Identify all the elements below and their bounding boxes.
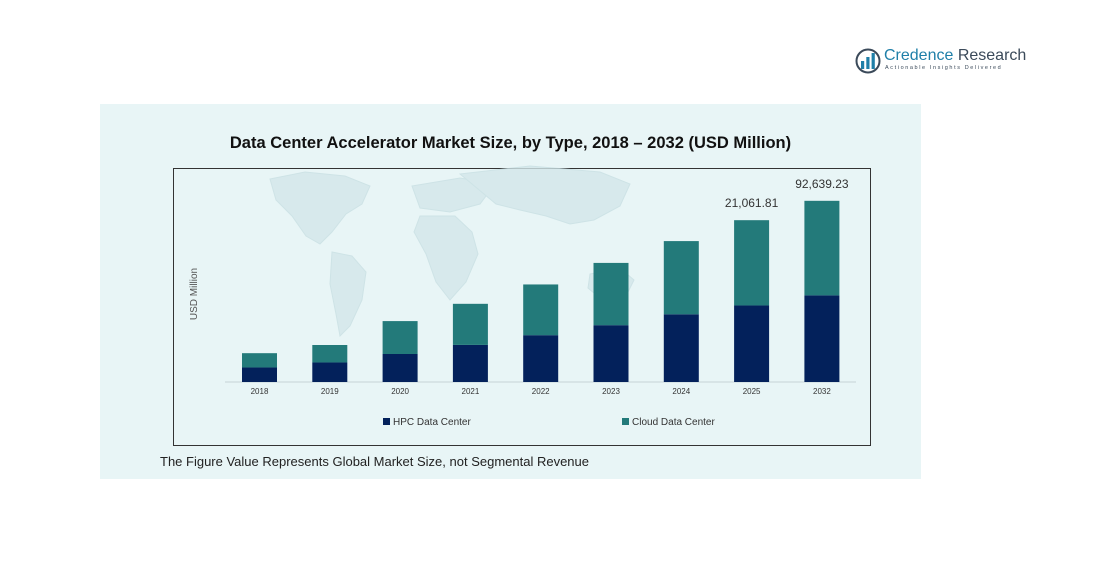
bar-cloud-2019 [312,345,348,363]
bar-hpc-2018 [242,367,277,382]
chart-panel: Data Center Accelerator Market Size, by … [100,104,921,479]
bar-hpc-2024 [663,314,699,382]
x-tick-label-2020: 2020 [391,387,409,396]
x-tick-label-2021: 2021 [462,387,480,396]
bar-cloud-2018 [242,353,277,368]
x-tick-label-2018: 2018 [251,387,269,396]
x-tick-label-2022: 2022 [532,387,550,396]
bar-cloud-2032 [804,200,840,296]
data-label-2025: 21,061.81 [725,196,779,210]
data-labels: 21,061.81 92,639.23 [725,177,849,210]
bar-cloud-2024 [663,241,699,315]
bar-chart-logo-icon [855,48,881,74]
bar-hpc-2032 [804,295,840,382]
legend-label-cloud: Cloud Data Center [632,417,715,428]
brand-tagline: Actionable Insights Delivered [885,65,1003,71]
x-tick-label-2024: 2024 [672,387,690,396]
brand-name-part1: Credence [884,47,954,64]
brand-logo: Credence Research Actionable Insights De… [855,46,1026,74]
x-tick-labels: 2018 2019 2020 2021 2022 2023 2024 2025 2032 [251,387,832,396]
bar-hpc-2023 [593,325,629,382]
legend-label-hpc: HPC Data Center [393,417,471,428]
chart-title: Data Center Accelerator Market Size, by … [229,134,792,152]
x-tick-label-2023: 2023 [602,387,620,396]
footnote: The Figure Value Represents Global Marke… [160,454,589,469]
bar-hpc-2022 [523,335,559,382]
bar-hpc-2019 [312,362,348,382]
legend-swatch-cloud [622,418,629,425]
bar-cloud-2022 [523,284,559,336]
world-map-watermark [269,165,635,338]
legend-swatch-hpc [383,418,390,425]
data-label-2032: 92,639.23 [795,177,849,191]
legend-item-hpc: HPC Data Center [383,417,471,428]
bar-hpc-2025 [734,305,770,382]
bar-hpc-2021 [452,344,488,382]
brand-name-part2: Research [957,47,1027,64]
legend-item-cloud: Cloud Data Center [622,417,715,428]
chart-plot: USD Million 2018 2019 2020 2021 2022 2023 2024… [189,165,856,396]
bar-hpc-2020 [382,354,418,382]
bar-cloud-2025 [734,220,770,306]
bar-cloud-2020 [382,321,418,354]
bars-group [242,200,840,382]
y-axis-label: USD Million [189,268,200,320]
bar-cloud-2023 [593,262,629,326]
bar-cloud-2021 [452,303,488,345]
x-tick-label-2032: 2032 [813,387,831,396]
x-tick-label-2025: 2025 [743,387,761,396]
brand-name: Credence Research [884,47,1026,65]
x-tick-label-2019: 2019 [321,387,339,396]
